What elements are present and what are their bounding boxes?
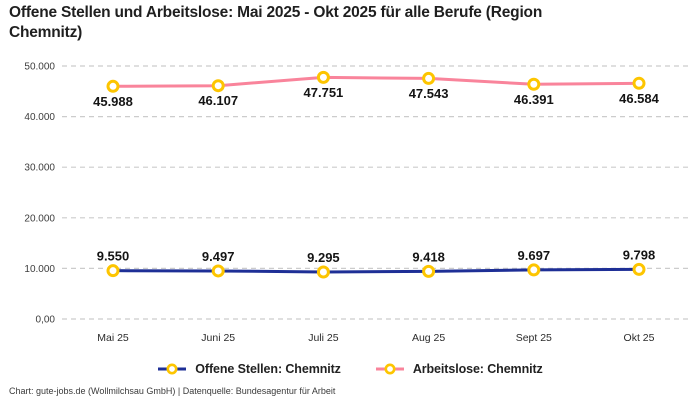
legend-item-arbeitslose: Arbeitslose: Chemnitz bbox=[375, 362, 543, 376]
x-axis-tick-label: Juli 25 bbox=[308, 332, 339, 344]
data-point-marker bbox=[316, 70, 330, 84]
legend-swatch-arbeitslose-icon bbox=[375, 363, 404, 375]
y-axis-tick-label: 30.000 bbox=[24, 163, 55, 174]
data-point-marker bbox=[106, 264, 120, 278]
chart-source-footer: Chart: gute-jobs.de (Wollmilchsau GmbH) … bbox=[9, 386, 336, 396]
series-line bbox=[111, 75, 641, 88]
chart-legend: Offene Stellen: Chemnitz Arbeitslose: Ch… bbox=[0, 362, 700, 376]
x-axis-tick-label: Juni 25 bbox=[201, 332, 235, 344]
data-point-label: 9.497 bbox=[202, 249, 235, 264]
data-point-label: 9.798 bbox=[623, 247, 656, 262]
data-point-label: 9.550 bbox=[97, 249, 130, 264]
x-axis-tick-label: Aug 25 bbox=[412, 332, 445, 344]
data-point-label: 9.295 bbox=[307, 250, 340, 265]
legend-label-offene-stellen: Offene Stellen: Chemnitz bbox=[195, 362, 341, 376]
data-point-label: 47.543 bbox=[409, 86, 449, 101]
data-point-label: 46.584 bbox=[619, 91, 660, 106]
y-axis-tick-label: 40.000 bbox=[24, 112, 55, 123]
series-line bbox=[111, 267, 641, 274]
legend-swatch-offene-stellen-icon bbox=[158, 363, 187, 375]
data-point-marker bbox=[106, 79, 120, 93]
data-point-marker bbox=[211, 264, 225, 278]
y-axis-tick-label: 50.000 bbox=[24, 62, 55, 73]
chart-plot-area: 0,00 10.000 20.000 30.000 40.000 50.000 Mai 25… bbox=[24, 62, 690, 344]
data-point-marker bbox=[527, 77, 541, 91]
data-point-label: 9.697 bbox=[518, 248, 551, 263]
data-point-marker bbox=[211, 79, 225, 93]
data-point-label: 46.107 bbox=[198, 93, 238, 108]
y-axis-tick-label: 10.000 bbox=[24, 264, 55, 275]
x-axis-tick-label: Okt 25 bbox=[624, 332, 655, 344]
data-point-marker bbox=[632, 262, 646, 276]
y-axis-tick-label: 20.000 bbox=[24, 213, 55, 224]
data-point-marker bbox=[316, 265, 330, 279]
data-point-label: 9.418 bbox=[412, 249, 445, 264]
data-point-label: 47.751 bbox=[304, 85, 344, 100]
data-point-marker bbox=[422, 71, 436, 85]
chart-title: Offene Stellen und Arbeitslose: Mai 2025… bbox=[9, 4, 543, 42]
x-axis-tick-label: Sept 25 bbox=[516, 332, 552, 344]
x-axis-tick-label: Mai 25 bbox=[97, 332, 129, 344]
y-axis-tick-label: 0,00 bbox=[36, 315, 56, 326]
data-point-marker bbox=[632, 76, 646, 90]
data-point-marker bbox=[422, 264, 436, 278]
legend-label-arbeitslose: Arbeitslose: Chemnitz bbox=[412, 362, 543, 376]
data-point-marker bbox=[527, 263, 541, 277]
data-point-label: 46.391 bbox=[514, 92, 554, 107]
legend-item-offene-stellen: Offene Stellen: Chemnitz bbox=[157, 362, 341, 376]
data-point-label: 45.988 bbox=[93, 94, 133, 109]
